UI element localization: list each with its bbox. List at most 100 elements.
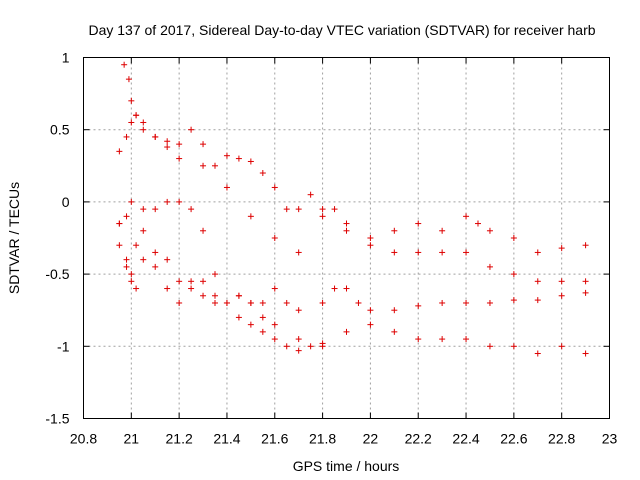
data-point: [123, 256, 130, 263]
data-point: [133, 112, 140, 119]
x-tick-label: 23: [602, 431, 618, 447]
data-point: [534, 350, 541, 357]
data-point: [152, 133, 159, 140]
x-tick-label: 20.8: [70, 431, 97, 447]
data-point: [367, 242, 374, 249]
data-point: [271, 336, 278, 343]
y-tick-label: -0.5: [45, 266, 69, 282]
data-point: [247, 321, 254, 328]
data-point: [259, 170, 266, 177]
data-point: [558, 292, 565, 299]
x-tick-label: 22.4: [452, 431, 479, 447]
data-point: [133, 285, 140, 292]
data-point: [343, 285, 350, 292]
data-point: [188, 285, 195, 292]
axis-ticks: [83, 57, 610, 419]
data-point: [123, 213, 130, 220]
data-point: [319, 206, 326, 213]
data-point: [116, 220, 123, 227]
data-point: [463, 249, 470, 256]
data-point: [439, 249, 446, 256]
data-point: [486, 299, 493, 306]
data-point: [271, 235, 278, 241]
data-point: [121, 61, 128, 68]
data-point: [391, 227, 398, 234]
data-point: [415, 336, 422, 343]
data-point: [123, 133, 130, 140]
data-point: [582, 289, 589, 296]
data-point: [152, 263, 159, 270]
data-point: [259, 314, 266, 321]
series-arc-3: [116, 198, 589, 357]
data-point: [319, 299, 326, 306]
data-point: [319, 213, 326, 220]
y-tick-label: 0: [62, 194, 70, 210]
y-tick-labels: -1.5 -1 -0.5 0 0.5 1: [45, 50, 69, 427]
data-point: [212, 162, 218, 169]
data-point: [367, 235, 374, 241]
data-point: [125, 76, 132, 83]
data-point: [176, 198, 183, 205]
data-point: [415, 220, 422, 227]
data-point: [463, 299, 470, 306]
data-point: [259, 299, 266, 306]
series-arc-4: [116, 242, 589, 314]
data-point: [123, 263, 130, 270]
data-point: [164, 285, 171, 292]
data-point: [295, 347, 302, 354]
data-point: [200, 141, 207, 148]
data-point: [510, 343, 517, 350]
data-point: [140, 126, 147, 133]
data-point: [295, 307, 302, 314]
y-tick-label: -1.5: [45, 411, 69, 427]
data-point: [152, 206, 159, 213]
data-point: [128, 119, 135, 126]
data-point: [235, 155, 242, 162]
data-point: [534, 297, 541, 304]
plot-frame: [83, 57, 610, 419]
data-point: [140, 119, 147, 126]
x-tick-label: 22.2: [405, 431, 432, 447]
data-point: [439, 227, 446, 234]
data-point: [271, 285, 278, 292]
y-tick-label: -1: [57, 338, 70, 354]
data-point: [534, 278, 541, 285]
data-point: [223, 299, 230, 306]
data-point: [235, 314, 242, 321]
data-point: [200, 162, 207, 169]
data-point: [534, 249, 541, 256]
data-points: [116, 61, 589, 357]
data-point: [259, 328, 266, 335]
data-point: [164, 138, 171, 145]
x-axis-label: GPS time / hours: [293, 458, 400, 474]
data-point: [247, 213, 254, 220]
data-point: [486, 227, 493, 234]
y-tick-label: 1: [62, 50, 70, 66]
data-point: [391, 249, 398, 256]
data-point: [343, 227, 350, 234]
series-arc-5: [116, 220, 326, 354]
data-point: [140, 227, 147, 234]
y-tick-label: 0.5: [50, 122, 70, 138]
data-point: [343, 220, 350, 227]
data-point: [283, 343, 290, 350]
data-point: [391, 307, 398, 314]
data-point: [200, 292, 207, 299]
data-point: [128, 271, 135, 278]
data-point: [331, 285, 338, 292]
data-point: [367, 307, 374, 314]
data-point: [558, 245, 565, 252]
data-point: [391, 328, 398, 335]
data-point: [486, 343, 493, 350]
data-point: [176, 299, 183, 306]
x-tick-label: 22.6: [500, 431, 527, 447]
data-point: [475, 220, 481, 227]
data-point: [247, 299, 254, 306]
data-point: [558, 278, 565, 285]
data-point: [223, 184, 230, 191]
data-point: [415, 302, 422, 309]
data-point: [271, 184, 278, 191]
y-axis-label: SDTVAR / TECUs: [6, 182, 22, 294]
data-point: [152, 249, 159, 256]
